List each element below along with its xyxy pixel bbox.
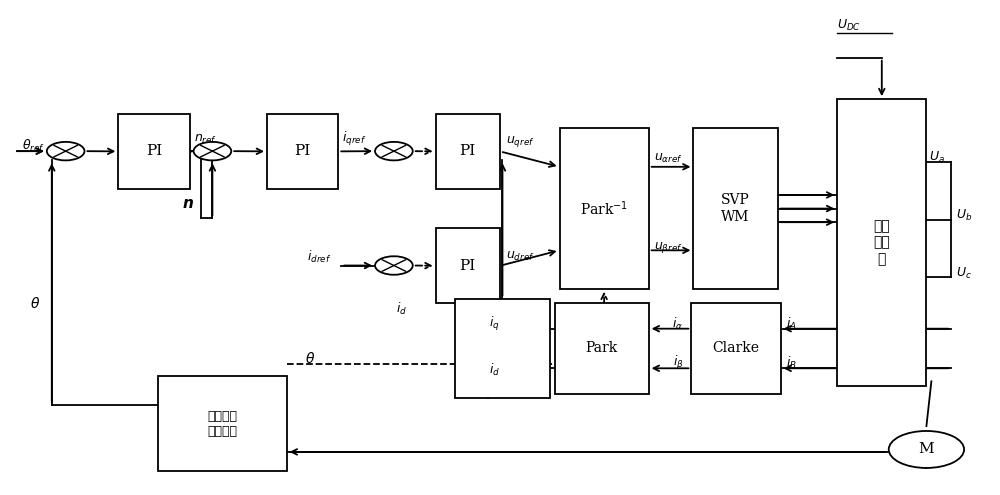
Text: PI: PI [146,145,162,158]
Text: $n_{ref}$: $n_{ref}$ [194,133,217,146]
Text: $u_{\alpha ref}$: $u_{\alpha ref}$ [654,151,683,165]
Text: PI: PI [460,259,476,273]
Text: $U_c$: $U_c$ [956,266,972,281]
Circle shape [375,256,413,275]
Circle shape [375,142,413,160]
Text: $i_{qref}$: $i_{qref}$ [342,130,367,148]
Text: M: M [919,443,934,456]
Text: $i_A$: $i_A$ [786,316,796,332]
Circle shape [47,142,84,160]
Text: PI: PI [295,145,311,158]
Text: 三相
逆变
器: 三相 逆变 器 [873,219,890,266]
Text: Park: Park [586,342,618,355]
Text: 位置和速
度传感器: 位置和速 度传感器 [207,410,237,438]
Bar [267,114,338,189]
Text: $\theta$: $\theta$ [305,351,315,366]
Text: $i_{dref}$: $i_{dref}$ [307,248,331,265]
Text: Park$^{-1}$: Park$^{-1}$ [580,199,628,218]
Text: $i_q$: $i_q$ [489,314,500,333]
Text: $i_{\alpha}$: $i_{\alpha}$ [672,316,683,332]
Bar [691,303,781,394]
Bar [455,298,550,398]
Text: $\theta$: $\theta$ [30,296,40,311]
Text: PI: PI [460,145,476,158]
Text: $U_b$: $U_b$ [956,208,972,223]
Text: $u_{\beta ref}$: $u_{\beta ref}$ [654,241,682,255]
Text: $i_{\beta}$: $i_{\beta}$ [673,354,683,372]
Bar [555,303,649,394]
Text: $U_a$: $U_a$ [929,150,945,165]
Bar [158,377,287,471]
Text: $\theta_{ref}$: $\theta_{ref}$ [22,138,45,154]
Text: $i_B$: $i_B$ [786,355,797,371]
Text: $U_{DC}$: $U_{DC}$ [837,18,861,33]
Text: $u_{qref}$: $u_{qref}$ [506,134,535,149]
Text: $\boldsymbol{n}$: $\boldsymbol{n}$ [182,197,194,211]
Bar [436,228,500,303]
Text: $i_d$: $i_d$ [489,362,500,379]
Text: Clarke: Clarke [713,342,760,355]
Bar [693,128,778,289]
Circle shape [194,142,231,160]
Circle shape [889,431,964,468]
Text: $u_{dref}$: $u_{dref}$ [506,249,535,262]
Bar [436,114,500,189]
Bar [560,128,649,289]
Text: SVP
WM: SVP WM [721,194,750,224]
Bar [837,99,926,386]
Bar [118,114,190,189]
Text: $i_d$: $i_d$ [396,301,407,317]
